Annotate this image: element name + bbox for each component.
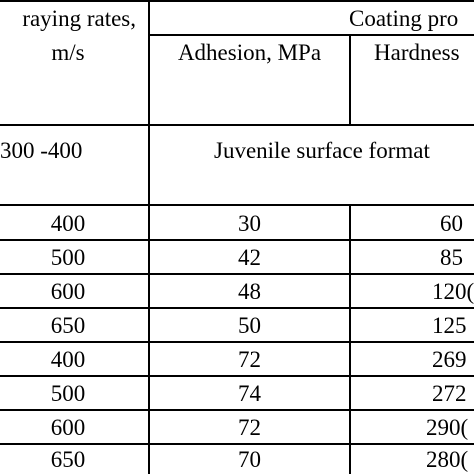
row-speed: 600 — [50, 279, 86, 304]
row-hardness: 272 — [432, 381, 467, 406]
rule-row-2 — [0, 273, 474, 275]
rule-col-adhesion — [349, 204, 351, 474]
juvenile-note: Juvenile surface format — [214, 138, 430, 163]
header-coating-group: Coating pro — [349, 6, 459, 31]
header-hardness: Hardness — [374, 40, 460, 65]
row-adhesion: 30 — [238, 211, 261, 236]
row-speed: 400 — [50, 347, 86, 372]
rule-row-6 — [0, 409, 474, 411]
rule-row-3 — [0, 307, 474, 309]
juvenile-speed: 300 -400 — [0, 138, 83, 163]
rule-col-speed — [148, 0, 150, 474]
row-adhesion: 74 — [238, 381, 261, 406]
row-hardness: 120( — [432, 279, 474, 304]
row-adhesion: 72 — [238, 415, 261, 440]
rule-row-1 — [0, 239, 474, 241]
rule-col-adhesion-header — [349, 34, 351, 124]
row-adhesion: 50 — [238, 313, 261, 338]
header-speed-line1: raying rates, — [22, 6, 136, 31]
row-adhesion: 70 — [238, 447, 261, 472]
rule-header-bottom — [0, 124, 474, 126]
row-hardness: 125 — [432, 313, 467, 338]
row-hardness: 290( — [426, 415, 469, 440]
row-speed: 650 — [50, 447, 86, 472]
row-speed: 650 — [50, 313, 86, 338]
row-speed: 400 — [50, 211, 86, 236]
rule-juvenile-bottom — [0, 204, 474, 206]
rule-row-7 — [0, 443, 474, 445]
row-hardness: 60 — [440, 211, 463, 236]
row-adhesion: 48 — [238, 279, 261, 304]
header-adhesion: Adhesion, MPa — [177, 40, 322, 65]
header-speed-line2: m/s — [51, 40, 85, 65]
rule-subheader — [148, 34, 474, 36]
row-speed: 500 — [50, 381, 86, 406]
row-speed: 500 — [50, 245, 86, 270]
row-adhesion: 42 — [238, 245, 261, 270]
row-hardness: 280( — [426, 447, 469, 472]
rule-top — [0, 0, 474, 2]
row-hardness: 269 — [432, 347, 467, 372]
row-speed: 600 — [50, 415, 86, 440]
row-hardness: 85 — [440, 245, 463, 270]
rule-row-4 — [0, 341, 474, 343]
row-adhesion: 72 — [238, 347, 261, 372]
rule-row-5 — [0, 375, 474, 377]
